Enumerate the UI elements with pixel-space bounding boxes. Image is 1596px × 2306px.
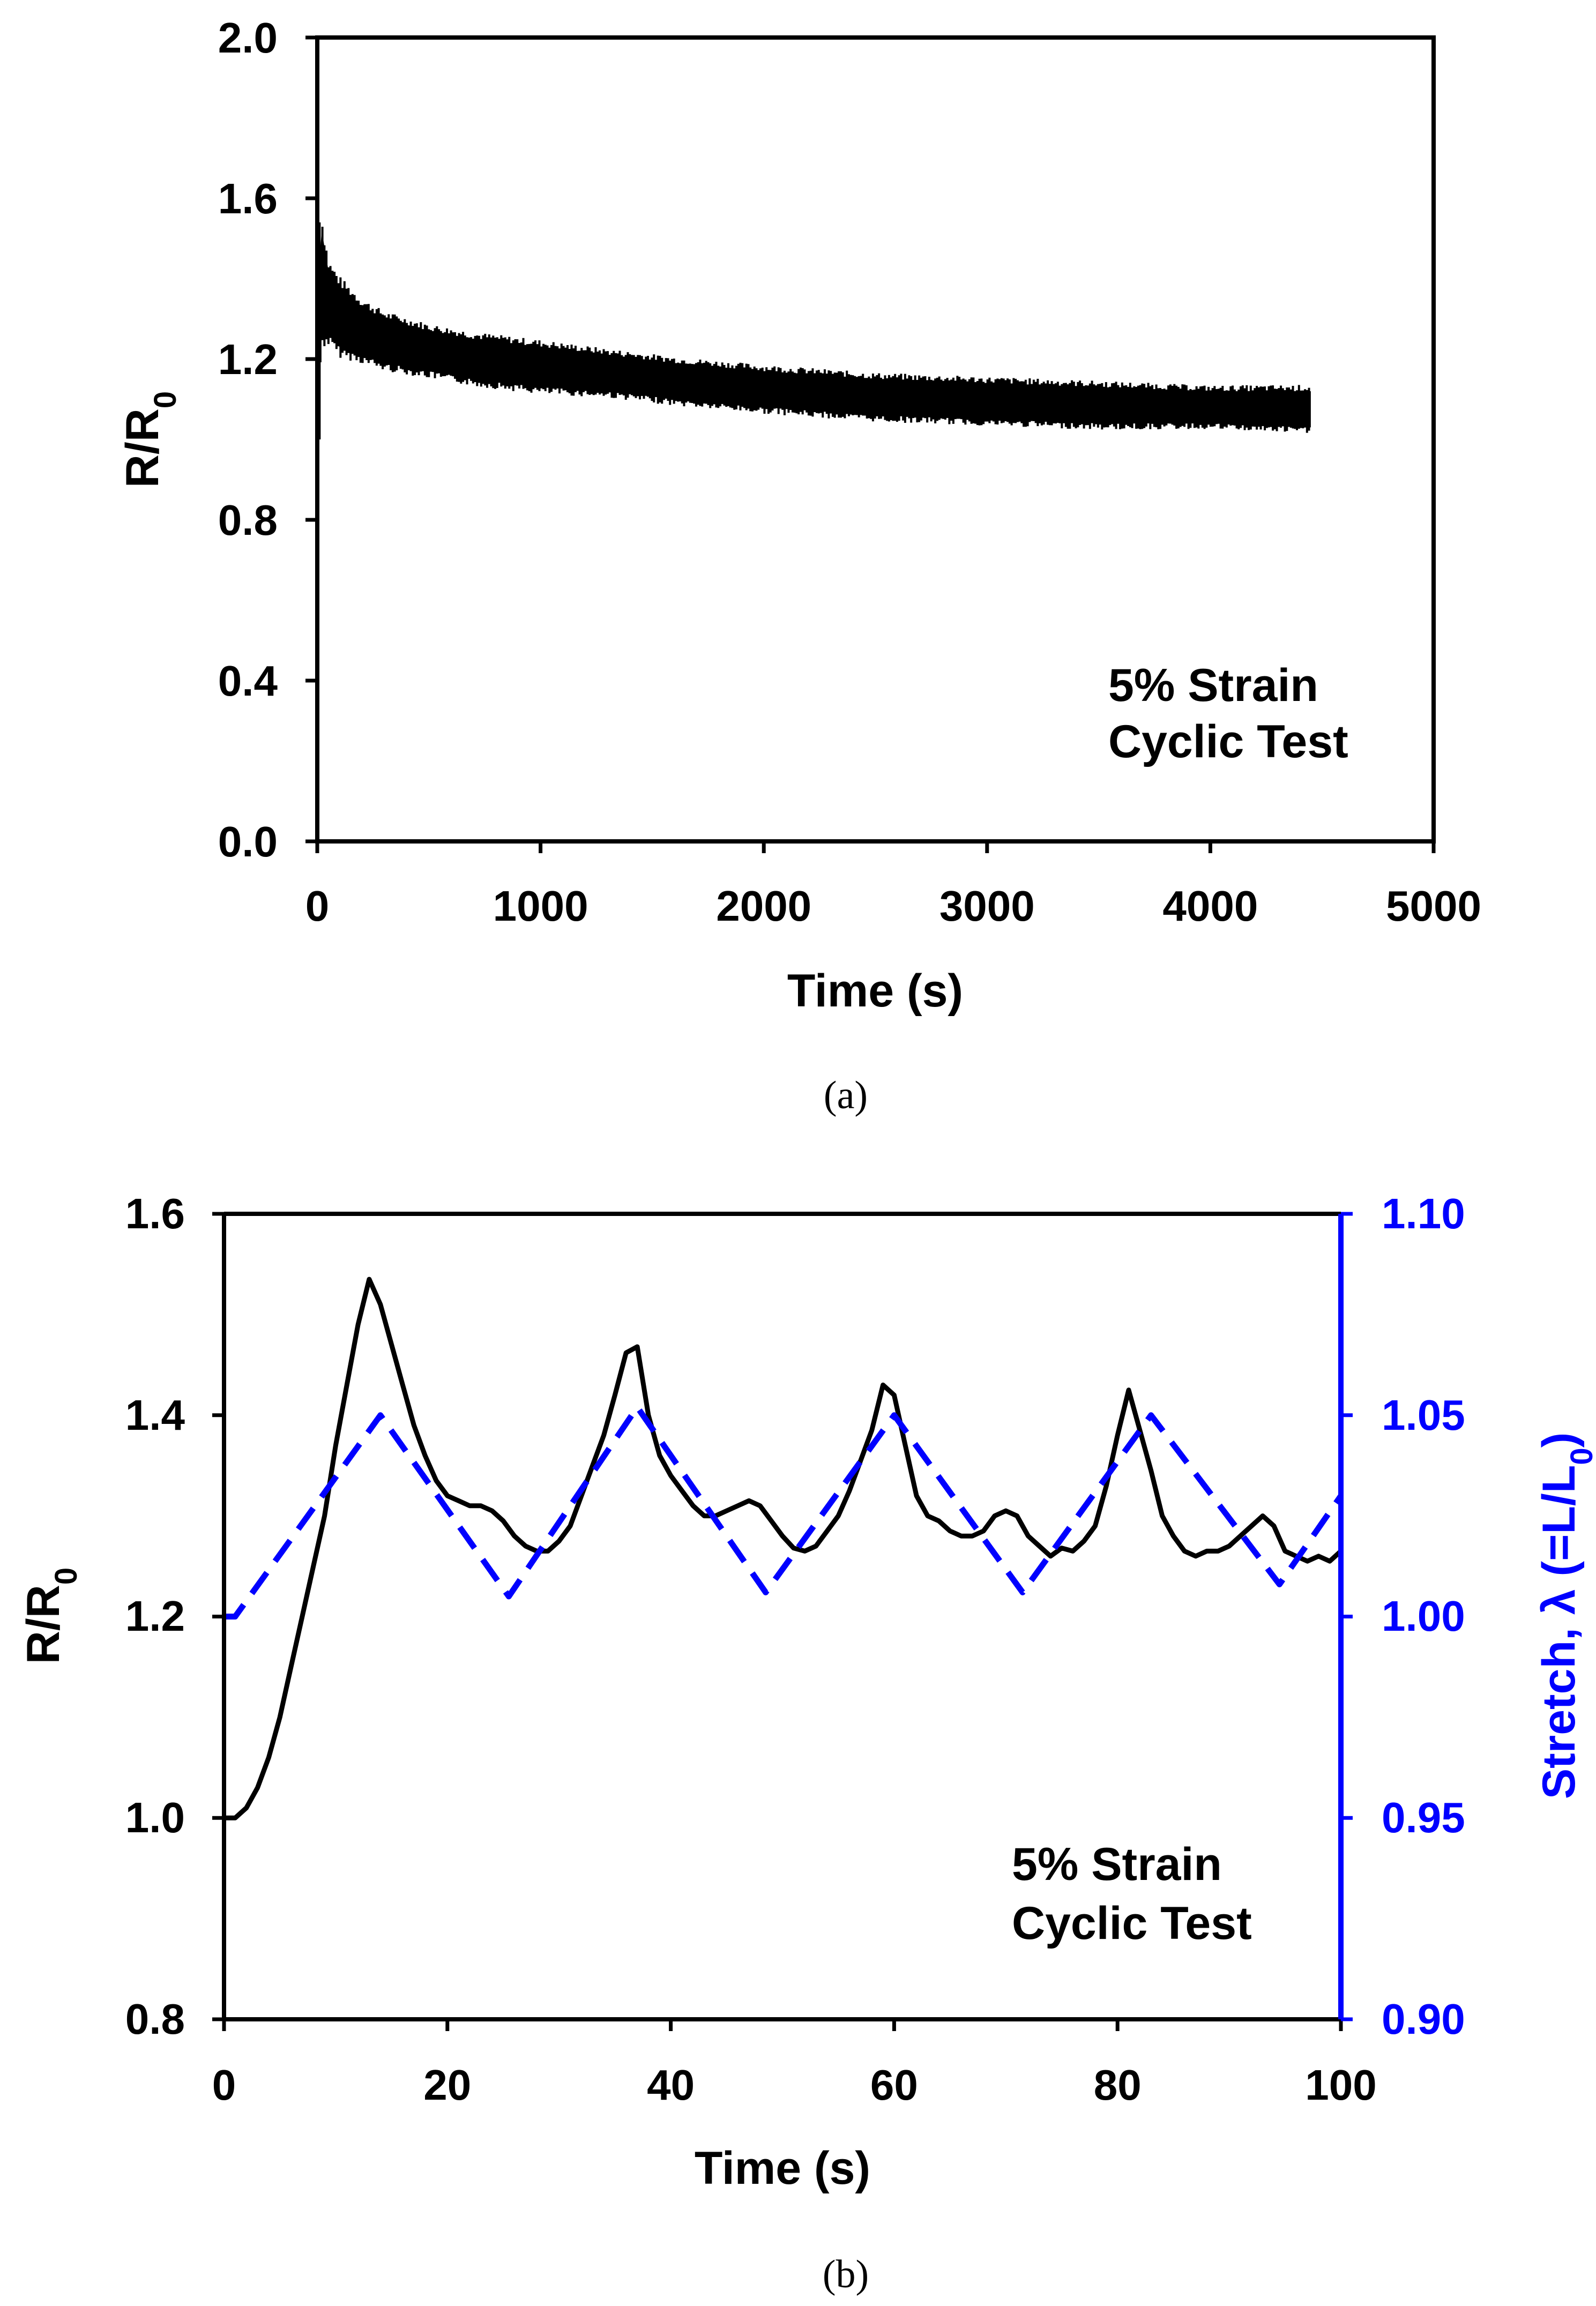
y2-tick-label: 1.05	[1382, 1391, 1465, 1439]
x-tick-label: 100	[1305, 2061, 1376, 2109]
chart-panel-a: 0.0 0.4 0.8 1.2 1.6 2.0 0 1000 2000 3000…	[117, 14, 1481, 1117]
x-tick-label: 4000	[1162, 882, 1258, 930]
panel-caption-a: (a)	[824, 1073, 868, 1117]
y2-axis-title-end: )	[1533, 1432, 1585, 1448]
plot-frame-a	[315, 35, 1436, 844]
series-group-b	[224, 1277, 1344, 1820]
y-tick-label: 1.6	[125, 1190, 185, 1237]
y2-axis-title: Stretch, λ (=L/L0)	[1533, 1432, 1596, 1800]
y2-tick-label: 0.90	[1382, 1995, 1465, 2043]
y-tick-label: 1.4	[125, 1391, 185, 1439]
y-tick-label: 1.6	[218, 175, 278, 222]
y2-axis-title-main: Stretch, λ (=L/L	[1533, 1465, 1585, 1800]
series-line-stretch	[224, 1404, 1344, 1620]
y-tick-label: 0.8	[218, 496, 278, 544]
annotation-line-2: Cyclic Test	[1108, 716, 1348, 767]
y2-axis-title-sub: 0	[1564, 1447, 1596, 1465]
y-tick-label: 0.4	[218, 657, 278, 705]
x-tick-label: 0	[305, 882, 330, 930]
y-tick-label: 1.0	[125, 1794, 185, 1841]
annotation-line-1: 5% Strain	[1012, 1839, 1222, 1890]
x-axis-title: Time (s)	[695, 2143, 870, 2194]
y-tick-label: 1.2	[218, 335, 278, 383]
series-noise-r-r0	[317, 227, 1310, 433]
x-tick-label: 0	[212, 2061, 236, 2109]
x-tick-label: 80	[1094, 2061, 1142, 2109]
x-axis-title: Time (s)	[787, 965, 963, 1017]
y2-tick-label: 1.00	[1382, 1592, 1465, 1640]
y2-tick-label: 0.95	[1382, 1794, 1465, 1841]
series-group-a	[317, 222, 1311, 439]
y-axis-title-main: R/R	[18, 1585, 69, 1664]
y-axis-title-sub: 0	[148, 391, 183, 408]
y-axis-title-sub: 0	[49, 1568, 84, 1585]
annotation-line-1: 5% Strain	[1108, 660, 1318, 711]
chart-panel-b: 0.8 1.0 1.2 1.4 1.6 0.90 0.95 1.00 1.05 …	[18, 1190, 1596, 2296]
annotation-line-2: Cyclic Test	[1012, 1898, 1252, 1949]
y-axis-title-main: R/R	[117, 408, 168, 488]
x-tick-label: 3000	[939, 882, 1035, 930]
x-tick-label: 40	[647, 2061, 695, 2109]
panel-caption-b: (b)	[823, 2252, 869, 2296]
y-tick-label: 1.2	[125, 1592, 185, 1640]
x-tick-label: 5000	[1386, 882, 1481, 930]
x-tick-label: 60	[870, 2061, 918, 2109]
y-tick-label: 2.0	[218, 14, 278, 62]
x-tick-label: 1000	[493, 882, 588, 930]
y2-tick-label: 1.10	[1382, 1190, 1465, 1237]
y-tick-label: 0.0	[218, 818, 278, 865]
y-axis-title: R/R0	[117, 391, 183, 488]
x-tick-label: 2000	[716, 882, 811, 930]
y-axis-title: R/R0	[18, 1568, 84, 1664]
y-tick-label: 0.8	[125, 1995, 185, 2043]
series-line-r-r0	[224, 1277, 1343, 1820]
x-tick-label: 20	[423, 2061, 471, 2109]
